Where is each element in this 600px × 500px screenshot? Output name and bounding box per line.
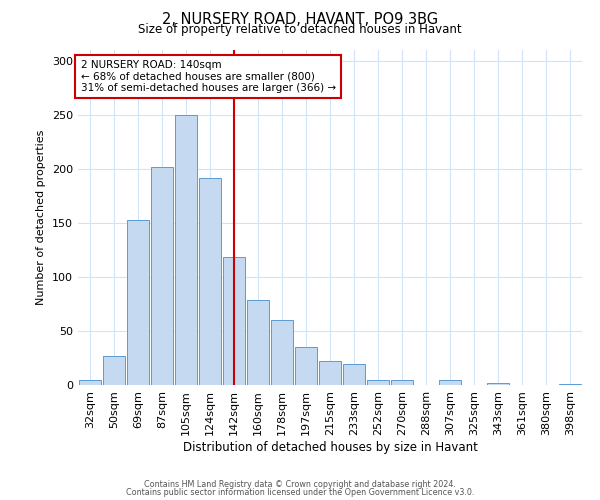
- Text: Contains HM Land Registry data © Crown copyright and database right 2024.: Contains HM Land Registry data © Crown c…: [144, 480, 456, 489]
- Bar: [439, 380, 461, 385]
- Text: Size of property relative to detached houses in Havant: Size of property relative to detached ho…: [138, 22, 462, 36]
- Bar: [151, 166, 173, 385]
- Text: 2 NURSERY ROAD: 140sqm
← 68% of detached houses are smaller (800)
31% of semi-de: 2 NURSERY ROAD: 140sqm ← 68% of detached…: [80, 60, 335, 93]
- Bar: [79, 380, 101, 385]
- Bar: [319, 361, 341, 385]
- Bar: [103, 356, 125, 385]
- Bar: [271, 320, 293, 385]
- Text: Contains public sector information licensed under the Open Government Licence v3: Contains public sector information licen…: [126, 488, 474, 497]
- Bar: [199, 178, 221, 385]
- Bar: [295, 347, 317, 385]
- X-axis label: Distribution of detached houses by size in Havant: Distribution of detached houses by size …: [182, 440, 478, 454]
- Bar: [391, 380, 413, 385]
- Bar: [367, 380, 389, 385]
- Bar: [127, 220, 149, 385]
- Bar: [175, 115, 197, 385]
- Bar: [247, 300, 269, 385]
- Bar: [223, 258, 245, 385]
- Bar: [559, 384, 581, 385]
- Bar: [343, 364, 365, 385]
- Y-axis label: Number of detached properties: Number of detached properties: [37, 130, 46, 305]
- Text: 2, NURSERY ROAD, HAVANT, PO9 3BG: 2, NURSERY ROAD, HAVANT, PO9 3BG: [162, 12, 438, 28]
- Bar: [487, 383, 509, 385]
